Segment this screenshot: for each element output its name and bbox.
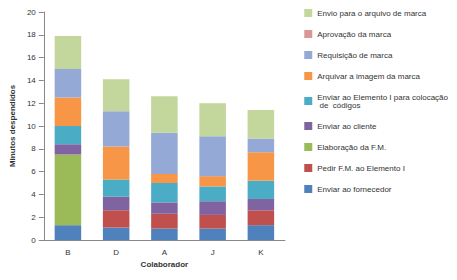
svg-text:Colaborador: Colaborador [141,260,189,269]
svg-text:Aprovação da marca: Aprovação da marca [317,30,391,39]
svg-text:de códigos: de códigos [317,101,360,110]
svg-text:10: 10 [27,122,36,131]
svg-text:Minutos despendidos: Minutos despendidos [8,84,17,167]
svg-text:Arquivar a imagem da marca: Arquivar a imagem da marca [317,72,420,81]
svg-text:Requisição de marca: Requisição de marca [317,51,393,60]
svg-text:D: D [113,248,119,257]
svg-text:J: J [211,248,215,257]
svg-text:Enviar ao Elemento I para colo: Enviar ao Elemento I para colocação [317,92,448,102]
svg-text:B: B [65,248,70,257]
svg-text:K: K [258,248,264,257]
svg-text:4: 4 [31,190,36,199]
svg-text:Elaboração da F.M.: Elaboração da F.M. [317,143,386,152]
svg-text:6: 6 [31,167,36,176]
svg-text:Enviar ao cliente: Enviar ao cliente [317,122,377,131]
svg-text:18: 18 [27,30,36,39]
svg-text:20: 20 [27,8,36,17]
svg-text:Envio para o arquivo de marca: Envio para o arquivo de marca [317,9,427,18]
svg-text:2: 2 [31,213,36,222]
svg-text:0: 0 [31,236,36,245]
svg-text:Enviar ao fornecedor: Enviar ao fornecedor [317,185,392,194]
svg-text:12: 12 [27,99,36,108]
svg-text:A: A [162,248,168,257]
svg-text:16: 16 [27,53,36,62]
svg-text:Pedir F.M. ao Elemento I: Pedir F.M. ao Elemento I [317,164,405,173]
svg-text:14: 14 [27,76,36,85]
svg-text:8: 8 [31,144,36,153]
